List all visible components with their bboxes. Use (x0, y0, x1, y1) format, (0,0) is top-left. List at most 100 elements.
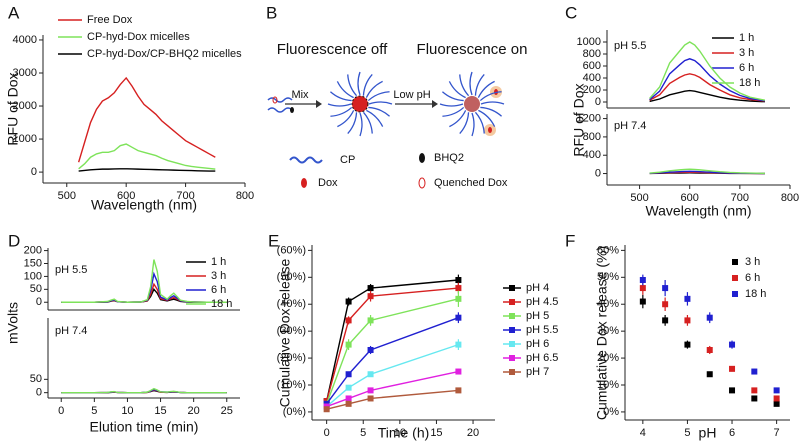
micelle-arm (337, 110, 355, 128)
y-tick-label: 4000 (13, 34, 37, 46)
legend-marker (509, 285, 515, 291)
marker (773, 400, 780, 407)
micelle-arm (469, 71, 473, 96)
legend-text: 1 h (739, 32, 754, 44)
marker (684, 295, 691, 302)
legend-text: 18 h (739, 77, 760, 89)
y-tick-label: 1000 (13, 133, 37, 145)
marker (729, 341, 736, 348)
micelle-arm (459, 74, 470, 97)
y-tick-label: (0%) (283, 406, 306, 418)
y-tick-label: 400 (583, 72, 601, 84)
marker (662, 301, 669, 308)
legend-text: 3 h (211, 270, 226, 282)
x-tick-label: 4 (640, 427, 646, 439)
y-tick-label: (40%) (277, 298, 306, 310)
x-tick-label: 20 (467, 427, 479, 439)
series-line (61, 259, 227, 303)
polymer (267, 97, 293, 103)
x-tick-label: 500 (630, 192, 648, 204)
marker (684, 317, 691, 324)
legend-text: CP-hyd-Dox micelles (87, 31, 190, 43)
y-tick-label: 10% (597, 379, 619, 391)
marker (367, 387, 374, 394)
marker (455, 295, 462, 302)
y-tick-label: 200 (583, 84, 601, 96)
x-tick-label: 15 (154, 405, 166, 417)
legend-text: pH 6 (526, 338, 549, 350)
micelle-arm (448, 81, 466, 99)
legend-text: Dox (318, 177, 338, 189)
series-line (61, 271, 227, 303)
legend-text: CP-hyd-Dox/CP-BHQ2 micelles (87, 48, 242, 60)
legend-marker (509, 355, 515, 361)
micelle-arm (362, 74, 373, 96)
legend-marker (509, 327, 515, 333)
x-tick-label: 20 (188, 405, 200, 417)
legend-marker (732, 291, 738, 297)
micelle-arm (362, 111, 373, 134)
legend-text: 18 h (745, 288, 766, 300)
legend-dox (301, 178, 307, 188)
legend-text: pH 4.5 (526, 296, 558, 308)
series-line (61, 282, 227, 303)
y-axis-label: Cumulative Dox release (%) (594, 246, 610, 420)
x-tick-label: 800 (781, 192, 799, 204)
y-tick-label: 0 (595, 167, 601, 179)
x-tick-label: 6 (729, 427, 735, 439)
series-line (77, 76, 216, 163)
micelle-arm (368, 101, 393, 105)
x-axis-label: Time (h) (378, 425, 430, 441)
y-tick-label: 0 (31, 166, 37, 178)
legend-text: BHQ2 (434, 152, 464, 164)
x-tick-label: 25 (221, 405, 233, 417)
annotation: pH 7.4 (55, 325, 87, 337)
y-tick-label: 0% (603, 406, 619, 418)
micelle-arm (336, 81, 354, 99)
y-tick-label: 150 (24, 257, 42, 269)
marker (639, 285, 646, 292)
marker (367, 317, 374, 324)
x-tick-label: 700 (731, 192, 749, 204)
x-tick-label: 5 (684, 427, 690, 439)
y-axis-label: RFU of Dox (571, 83, 587, 156)
marker (367, 395, 374, 402)
micelle-arm (478, 109, 496, 127)
micelle-arm (442, 106, 465, 117)
marker (684, 341, 691, 348)
x-tick-label: 700 (176, 190, 194, 202)
y-tick-label: 3000 (13, 67, 37, 79)
legend-marker (509, 299, 515, 305)
micelle-arm (330, 106, 353, 117)
micelle-arm (459, 112, 470, 134)
legend-text: pH 7 (526, 366, 549, 378)
annotation: pH 5.5 (55, 264, 87, 276)
marker (773, 387, 780, 394)
legend-text: pH 6.5 (526, 352, 558, 364)
annotation: pH 5.5 (614, 40, 646, 52)
y-tick-label: 800 (583, 131, 601, 143)
bhq2-icon (290, 107, 294, 113)
y-axis-label: Cumulative Dox release (277, 258, 293, 407)
micelle-arm (357, 71, 361, 96)
marker (639, 277, 646, 283)
marker (455, 368, 462, 375)
y-tick-label: 0 (36, 296, 42, 308)
x-tick-label: 500 (58, 190, 76, 202)
y-tick-label: 60% (597, 244, 619, 256)
legend-text: Quenched Dox (434, 177, 508, 189)
state-label: Fluorescence on (417, 41, 528, 58)
marker (345, 317, 352, 324)
marker (706, 347, 713, 353)
legend-text: 3 h (745, 256, 760, 268)
series-line (649, 58, 766, 102)
marker (345, 400, 352, 407)
arrow-head (316, 100, 322, 108)
y-tick-label: 2000 (13, 100, 37, 112)
y-tick-label: 100 (24, 270, 42, 282)
marker (345, 384, 352, 391)
y-tick-label: 600 (583, 60, 601, 72)
legend-text: 6 h (745, 272, 760, 284)
micelle-arm (474, 74, 485, 96)
diagram-b: B Fluorescence off Fluorescence on Mix L… (266, 3, 527, 188)
